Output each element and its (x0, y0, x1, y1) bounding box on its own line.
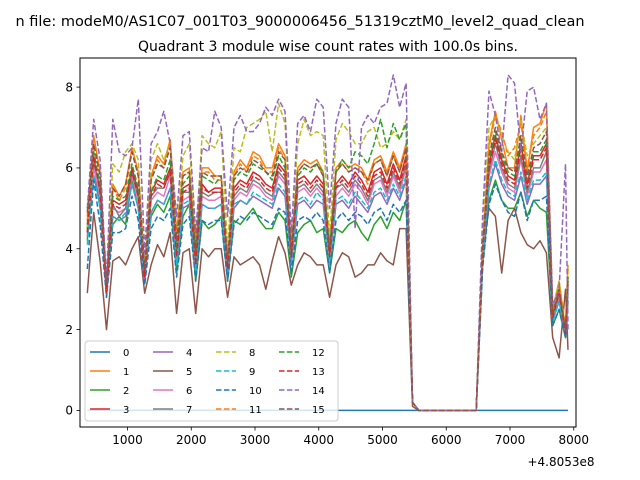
x-tick-label: 3000 (240, 433, 271, 447)
series-line-5 (86, 207, 569, 412)
legend-label-15: 15 (312, 405, 325, 416)
x-tick-label: 6000 (431, 433, 462, 447)
legend-label-4: 4 (186, 348, 192, 359)
legend-label-5: 5 (186, 367, 192, 378)
series-line-13 (86, 138, 569, 412)
x-tick-label: 8000 (558, 433, 589, 447)
legend-label-3: 3 (123, 405, 129, 416)
x-tick-label: 2000 (176, 433, 207, 447)
x-offset-label: +4.8053e8 (527, 455, 594, 469)
series-line-7 (86, 142, 569, 412)
legend-label-6: 6 (186, 386, 192, 397)
legend-label-7: 7 (186, 405, 192, 416)
x-axis: 1000 2000 3000 4000 5000 6000 7000 8000 (112, 427, 589, 447)
x-tick-label: 5000 (367, 433, 398, 447)
y-axis: 0 2 4 6 8 (65, 80, 80, 418)
legend-label-8: 8 (249, 348, 255, 359)
series-line-10 (86, 179, 569, 412)
y-tick-label: 8 (65, 80, 73, 94)
y-tick-label: 6 (65, 161, 73, 175)
legend-label-12: 12 (312, 348, 325, 359)
legend-label-10: 10 (249, 386, 262, 397)
series-layer (86, 74, 569, 412)
series-line-14 (86, 74, 569, 412)
legend-label-11: 11 (249, 405, 262, 416)
series-line-12 (86, 118, 569, 412)
series-line-15 (86, 126, 569, 412)
y-tick-label: 4 (65, 242, 73, 256)
legend-label-13: 13 (312, 367, 325, 378)
legend-frame (84, 340, 339, 422)
legend-label-1: 1 (123, 367, 129, 378)
legend-label-2: 2 (123, 386, 129, 397)
legend-label-9: 9 (249, 367, 255, 378)
series-line-9 (86, 159, 569, 412)
y-tick-label: 0 (65, 404, 73, 418)
legend-label-14: 14 (312, 386, 325, 397)
x-tick-label: 4000 (303, 433, 334, 447)
plot-frame (79, 57, 577, 428)
x-tick-label: 1000 (112, 433, 143, 447)
series-line-2 (86, 163, 569, 412)
figure-suptitle: n file: modeM0/AS1C07_001T03_9000006456_… (15, 14, 584, 30)
series-line-8 (86, 102, 569, 412)
x-tick-label: 7000 (495, 433, 526, 447)
chart-title: Quadrant 3 module wise count rates with … (138, 39, 518, 55)
y-tick-label: 2 (65, 323, 73, 337)
series-line-11 (86, 110, 569, 412)
legend-label-0: 0 (123, 348, 129, 359)
series-line-3 (86, 134, 569, 412)
series-line-6 (86, 151, 569, 412)
